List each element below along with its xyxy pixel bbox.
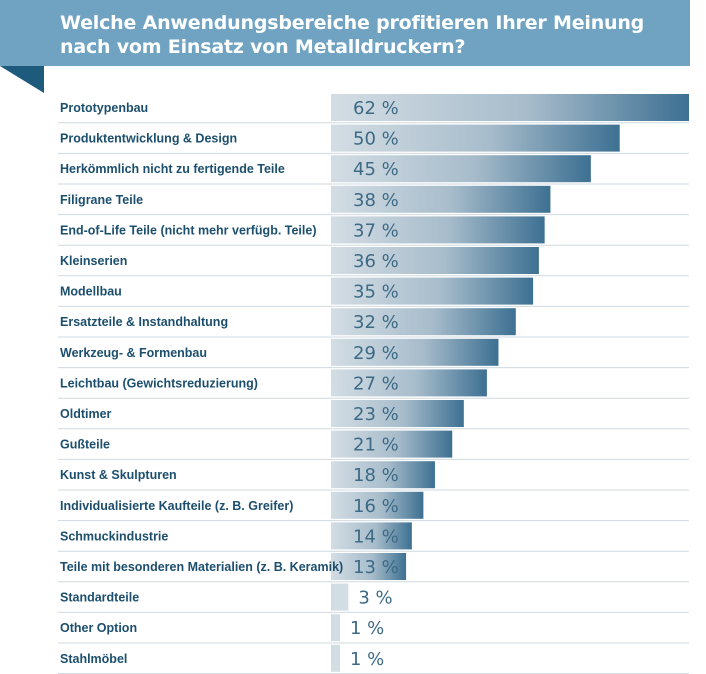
category-label: Modellbau (60, 285, 122, 299)
value-label: 13 % (353, 557, 399, 578)
bar (331, 277, 534, 305)
category-label: Filigrane Teile (60, 193, 143, 207)
bar (331, 461, 435, 489)
chart-title-line-2: nach vom Einsatz von Metalldruckern? (60, 36, 466, 58)
category-label: Ersatzteile & Instandhaltung (60, 315, 228, 329)
value-label: 21 % (353, 435, 399, 456)
category-label: Kleinserien (60, 254, 127, 268)
category-label: Oldtimer (60, 407, 112, 421)
value-label: 23 % (353, 404, 399, 425)
bar (331, 644, 340, 672)
bar (331, 124, 620, 152)
category-label: Other Option (60, 621, 137, 635)
value-label: 37 % (353, 220, 399, 241)
value-label: 36 % (353, 251, 399, 272)
value-label: 16 % (353, 496, 399, 517)
value-label: 27 % (353, 373, 399, 394)
bar (331, 400, 464, 427)
value-label: 14 % (353, 526, 399, 547)
category-label: Gußteile (60, 438, 110, 452)
bar (331, 553, 407, 580)
value-label: 29 % (353, 343, 399, 364)
bar (331, 491, 424, 519)
category-label: Leichtbau (Gewichtsreduzierung) (60, 376, 258, 390)
bar (331, 522, 412, 550)
value-label: 38 % (353, 190, 399, 211)
bar (331, 369, 487, 397)
category-label: Kunst & Skulpturen (60, 468, 177, 482)
bar (331, 338, 499, 366)
bar (331, 155, 591, 183)
bar (331, 430, 453, 458)
bar (331, 614, 340, 642)
value-label: 1 % (350, 618, 384, 639)
category-label: Produktentwicklung & Design (60, 132, 237, 146)
category-label: Standardteile (60, 591, 139, 605)
bar (331, 185, 551, 213)
value-label: 32 % (353, 312, 399, 333)
category-label: Prototypenbau (60, 101, 148, 115)
value-label: 50 % (353, 129, 399, 150)
value-label: 3 % (358, 588, 392, 609)
value-label: 35 % (353, 282, 399, 303)
bar (331, 583, 349, 611)
value-label: 45 % (353, 159, 399, 180)
value-label: 1 % (350, 649, 384, 670)
value-label: 18 % (353, 465, 399, 486)
chart-title-line-1: Welche Anwendungsbereiche profitieren Ih… (60, 12, 645, 34)
bar (331, 216, 545, 244)
category-label: Stahlmöbel (60, 652, 127, 666)
category-label: Werkzeug- & Formenbau (60, 346, 207, 360)
category-label: Schmuckindustrie (60, 529, 168, 543)
value-label: 62 % (353, 98, 399, 119)
category-label: Teile mit besonderen Materialien (z. B. … (60, 560, 343, 574)
header-banner: Welche Anwendungsbereiche profitieren Ih… (0, 0, 690, 66)
category-label: Herkömmlich nicht zu fertigende Teile (60, 162, 285, 176)
category-label: End-of-Life Teile (nicht mehr verfügb. T… (60, 223, 317, 237)
bar (331, 308, 516, 336)
bar (331, 247, 539, 274)
banner-corner-fold (0, 66, 44, 93)
bar (331, 94, 689, 121)
chart-title: Welche Anwendungsbereiche profitieren Ih… (60, 11, 644, 59)
category-label: Individualisierte Kaufteile (z. B. Greif… (60, 499, 293, 513)
